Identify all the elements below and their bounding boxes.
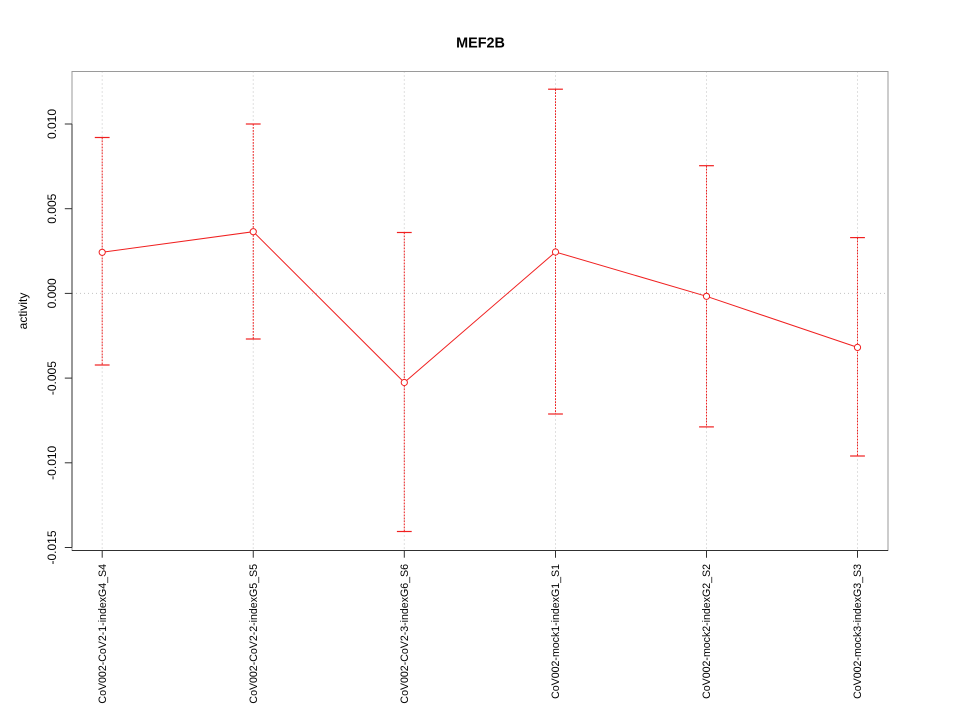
svg-text:-0.010: -0.010 — [45, 445, 59, 479]
svg-text:CoV002-mock2-indexG2_S2: CoV002-mock2-indexG2_S2 — [701, 564, 713, 699]
svg-text:0.000: 0.000 — [45, 278, 59, 308]
svg-text:CoV002-mock1-indexG1_S1: CoV002-mock1-indexG1_S1 — [550, 564, 562, 699]
svg-text:-0.015: -0.015 — [45, 530, 59, 564]
svg-text:0.010: 0.010 — [45, 109, 59, 139]
svg-text:CoV002-mock3-indexG3_S3: CoV002-mock3-indexG3_S3 — [852, 564, 864, 699]
svg-text:activity: activity — [16, 293, 30, 330]
svg-text:0.005: 0.005 — [45, 193, 59, 223]
svg-text:CoV002-CoV2-2-indexG5_S5: CoV002-CoV2-2-indexG5_S5 — [248, 564, 260, 704]
svg-text:MEF2B: MEF2B — [456, 36, 505, 52]
svg-text:CoV002-CoV2-3-indexG6_S6: CoV002-CoV2-3-indexG6_S6 — [399, 564, 411, 704]
svg-text:-0.005: -0.005 — [45, 361, 59, 395]
svg-text:CoV002-CoV2-1-indexG4_S4: CoV002-CoV2-1-indexG4_S4 — [97, 564, 109, 704]
